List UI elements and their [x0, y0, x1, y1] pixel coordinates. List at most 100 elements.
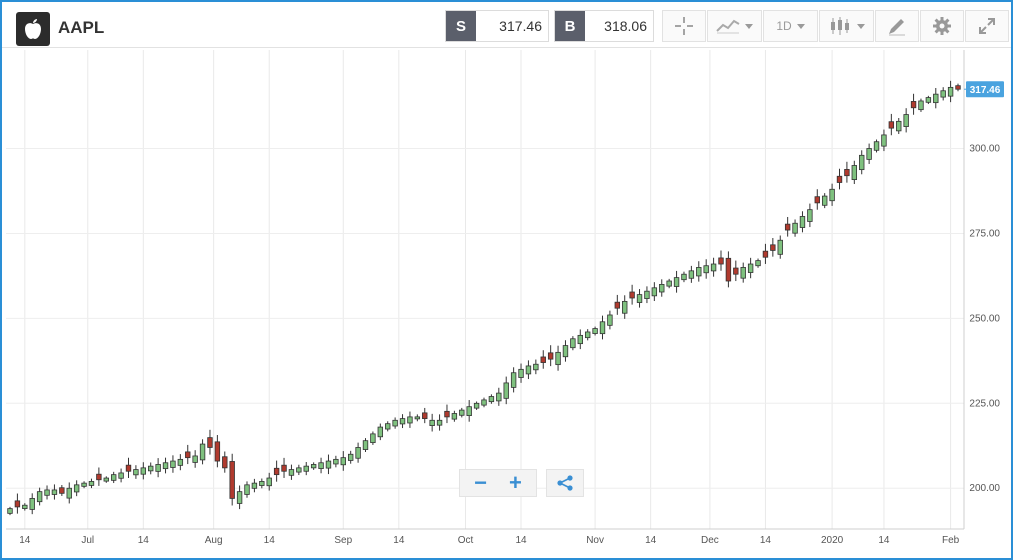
candle-body-up: [940, 90, 946, 98]
candle-body-up: [577, 334, 583, 345]
candle-body-up: [170, 460, 176, 468]
candle: [110, 471, 117, 484]
zoom-in-button[interactable]: +: [509, 470, 522, 495]
candle-body-down: [273, 467, 280, 476]
expand-icon: [979, 18, 995, 34]
candle-body-up: [407, 416, 413, 424]
candle-body-up: [481, 399, 487, 406]
candle: [59, 485, 65, 496]
crosshair-button[interactable]: [662, 10, 706, 42]
timeframe-select[interactable]: 1D: [763, 10, 818, 42]
candle-body-up: [251, 482, 258, 489]
candle-body-up: [81, 482, 87, 487]
candle-body-up: [103, 477, 109, 482]
candle: [666, 278, 672, 289]
candle: [570, 336, 576, 351]
line-chart-icon: [716, 19, 740, 34]
candle: [273, 460, 280, 482]
x-tick-label: 14: [515, 535, 527, 546]
x-tick-label: Nov: [586, 535, 604, 546]
candle: [910, 93, 917, 115]
candle: [547, 345, 554, 367]
candle-body-up: [199, 443, 206, 461]
candle: [496, 387, 502, 406]
sell-price-button[interactable]: S 317.46: [445, 10, 549, 42]
candle-body-up: [503, 382, 509, 399]
candle: [118, 468, 124, 483]
candle-body-up: [703, 265, 709, 274]
candle-body-up: [918, 100, 924, 111]
candle-body-up: [259, 481, 265, 486]
candle-body-up: [525, 365, 532, 375]
candle: [392, 417, 398, 429]
zoom-out-button[interactable]: −: [474, 470, 487, 495]
candle: [651, 282, 658, 302]
candle: [829, 183, 835, 206]
candle-body-up: [44, 489, 50, 496]
zoom-controls: − +: [459, 469, 537, 497]
candle-body-up: [459, 409, 465, 416]
candle: [933, 87, 939, 109]
candle: [414, 414, 421, 422]
candle: [614, 294, 621, 315]
candle-body-up: [310, 464, 317, 469]
candle: [407, 411, 413, 428]
chart-type-button[interactable]: [707, 10, 762, 42]
candle: [422, 407, 428, 424]
buy-price-button[interactable]: B 318.06: [554, 10, 654, 42]
x-tick-label: 14: [878, 535, 890, 546]
candle: [888, 113, 895, 136]
sell-tag: S: [446, 11, 476, 41]
candle: [896, 118, 902, 135]
candle: [881, 129, 887, 152]
buy-tag: B: [555, 11, 585, 41]
candle: [473, 401, 480, 410]
candle: [377, 423, 384, 441]
candle: [799, 211, 806, 233]
candle: [192, 450, 198, 468]
candle-body-up: [288, 469, 295, 476]
candle-style-button[interactable]: [819, 10, 874, 42]
expand-button[interactable]: [965, 10, 1009, 42]
candle-body-up: [896, 120, 902, 132]
candle-body-up: [318, 462, 324, 469]
candle: [436, 414, 443, 431]
candle: [155, 458, 161, 478]
draw-tool-button[interactable]: [875, 10, 919, 42]
candlestick-chart[interactable]: 14 Jul 14 Aug 14 Sep 14 Oct 14 Nov 14 Dec 14 2020 14 Fe…: [2, 48, 1011, 558]
candle: [592, 326, 598, 336]
candle-body-up: [792, 222, 798, 234]
candle-body-up: [73, 484, 80, 493]
candle-body-up: [473, 402, 480, 409]
candle: [925, 95, 932, 105]
candle: [347, 450, 354, 464]
candle: [533, 359, 539, 375]
candle-body-up: [140, 467, 147, 475]
candle-body-down: [733, 267, 739, 275]
candle-body-down: [422, 412, 428, 419]
candle: [688, 265, 695, 283]
candle: [792, 219, 798, 237]
candle-body-down: [547, 352, 554, 360]
candle: [140, 462, 147, 480]
candle: [503, 376, 509, 405]
candle: [681, 271, 687, 283]
candle-body-up: [88, 481, 95, 486]
candle-body-up: [340, 457, 346, 466]
chart-toolbar: AAPL S 317.46 B 318.06 1D: [2, 2, 1011, 48]
candle-body-up: [821, 195, 828, 206]
candle-body-up: [851, 165, 858, 181]
candle: [622, 295, 628, 319]
x-tick-label: 2020: [821, 535, 844, 546]
candle-body-up: [29, 498, 35, 510]
candle: [466, 400, 472, 422]
candlestick-icon: [831, 17, 849, 35]
x-tick-label: 14: [264, 535, 276, 546]
settings-button[interactable]: [920, 10, 964, 42]
sell-price: 317.46: [499, 18, 542, 34]
candle-body-up: [696, 267, 702, 277]
share-button[interactable]: [546, 469, 584, 497]
candle-body-up: [755, 260, 761, 267]
candle: [725, 251, 732, 288]
candle-body-up: [866, 148, 872, 160]
